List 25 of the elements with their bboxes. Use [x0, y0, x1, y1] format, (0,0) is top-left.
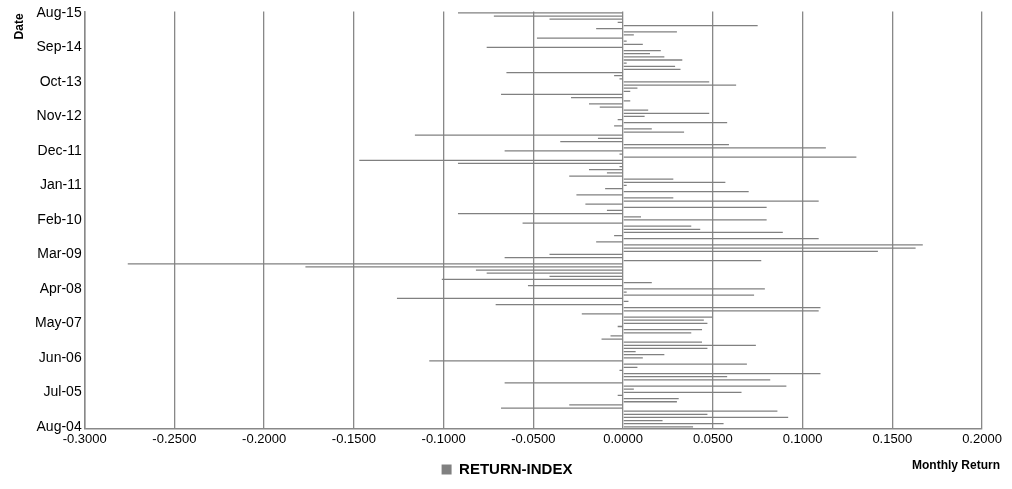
x-tick-label: -0.1500: [331, 430, 376, 446]
y-tick-label: Mar-09: [37, 245, 82, 262]
x-tick-label: -0.2000: [242, 430, 287, 446]
x-tick-label: -0.1000: [421, 430, 466, 446]
y-tick-label: Sep-14: [36, 38, 82, 55]
y-tick-label: Aug-15: [36, 3, 82, 20]
x-tick-label: 0.1000: [782, 430, 823, 446]
x-tick-label: 0.2000: [962, 430, 1002, 446]
y-tick-label: May-07: [35, 314, 82, 331]
x-axis-title: Monthly Return: [912, 458, 1000, 473]
y-axis-title: Date: [12, 13, 27, 40]
y-tick-label: Apr-08: [39, 279, 82, 296]
y-tick-label: Dec-11: [37, 141, 82, 158]
x-tick-label: 0.0000: [603, 430, 643, 446]
x-tick-label: -0.0500: [511, 430, 556, 446]
y-tick-label: Jul-05: [43, 383, 82, 400]
y-tick-label: Feb-10: [37, 210, 82, 227]
y-tick-label: Nov-12: [36, 107, 82, 124]
y-tick-label: Oct-13: [39, 72, 82, 89]
x-tick-label: -0.2500: [152, 430, 197, 446]
x-tick-label: 0.1500: [872, 430, 913, 446]
y-tick-label: Jan-11: [39, 176, 82, 193]
legend-label: RETURN-INDEX: [459, 459, 573, 477]
x-tick-label: 0.0500: [692, 430, 733, 446]
y-tick-label: Jun-06: [38, 348, 82, 365]
